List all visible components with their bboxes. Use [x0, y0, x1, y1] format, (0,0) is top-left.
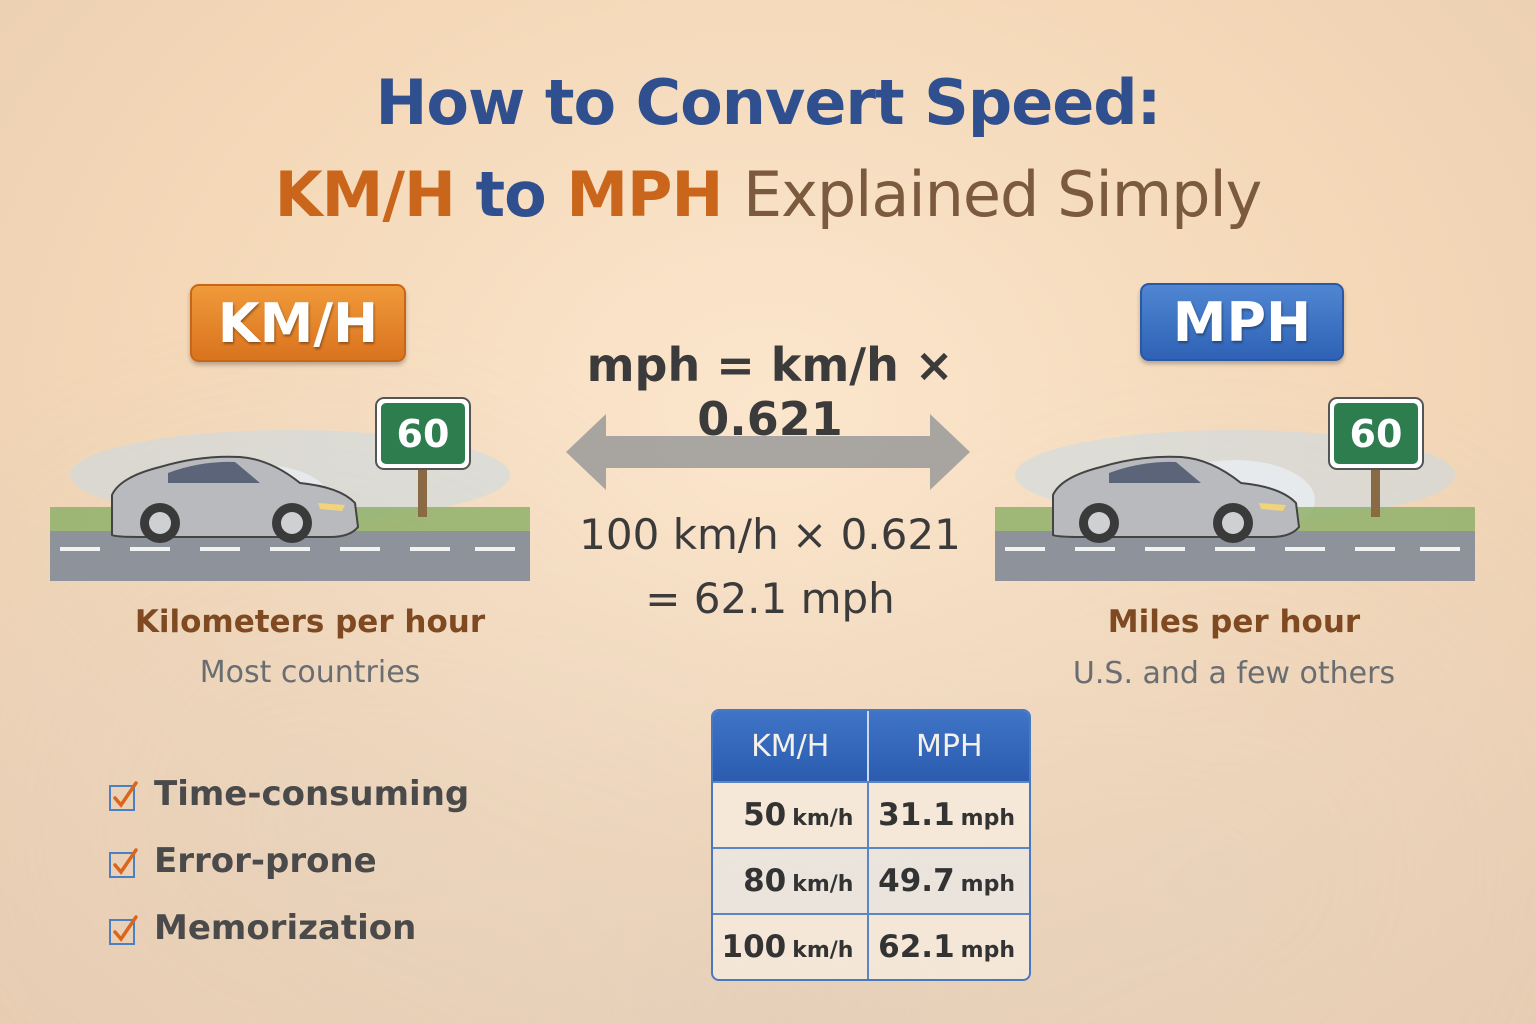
mph-cell: 62.1 mph: [869, 913, 1029, 979]
checkbox-checked-icon: [108, 780, 138, 811]
mph-unit-name: Miles per hour: [1107, 604, 1361, 640]
table-row: 80 km/h 49.7 mph: [713, 847, 1029, 913]
table-row: 100 km/h 62.1 mph: [713, 913, 1029, 979]
checklist-label: Time-consuming: [154, 773, 470, 814]
drawbacks-checklist: Time-consuming Error-prone Memorization: [108, 760, 469, 961]
table-header-mph: MPH: [869, 711, 1029, 781]
title-mph: MPH: [566, 158, 723, 231]
kmh-unit-description: Most countries: [199, 655, 421, 690]
title-line-2: KM/H to MPH Explained Simply: [0, 158, 1536, 231]
car-road-illustration-icon: 60: [50, 397, 530, 581]
table-row: 50 km/h 31.1 mph: [713, 781, 1029, 847]
kmh-unit-name: Kilometers per hour: [134, 604, 486, 640]
conversion-table: KM/H MPH 50 km/h 31.1 mph 80 km/h 49.7 mph 1…: [711, 709, 1031, 981]
svg-text:60: 60: [1350, 412, 1403, 456]
title-explained: Explained Simply: [742, 158, 1262, 231]
mph-badge: MPH: [1140, 283, 1344, 361]
double-arrow-icon: [566, 414, 970, 490]
mph-road-scene: 60: [995, 395, 1475, 595]
mph-unit-description: U.S. and a few others: [1072, 656, 1396, 691]
checkbox-checked-icon: [108, 914, 138, 945]
car-road-illustration-icon: 60: [995, 397, 1475, 581]
checklist-item: Time-consuming: [108, 760, 469, 827]
conversion-formula: mph = km/h × 0.621: [586, 338, 954, 446]
checklist-item: Error-prone: [108, 827, 469, 894]
checklist-label: Error-prone: [154, 840, 377, 881]
example-calculation: 100 km/h × 0.621: [579, 510, 961, 559]
mph-cell: 49.7 mph: [869, 847, 1029, 913]
title-line-1: How to Convert Speed:: [375, 66, 1162, 139]
kmh-cell: 80 km/h: [713, 847, 870, 913]
table-header-kmh: KM/H: [713, 711, 870, 781]
svg-text:60: 60: [397, 412, 450, 456]
title-to: to: [475, 158, 547, 231]
example-result: = 62.1 mph: [645, 574, 895, 623]
kmh-cell: 50 km/h: [713, 781, 870, 847]
checklist-label: Memorization: [154, 907, 417, 948]
kmh-badge: KM/H: [190, 284, 406, 362]
mph-cell: 31.1 mph: [869, 781, 1029, 847]
kmh-road-scene: 60: [50, 395, 530, 595]
title-kmh: KM/H: [274, 158, 456, 231]
checklist-item: Memorization: [108, 894, 469, 961]
checkbox-checked-icon: [108, 847, 138, 878]
kmh-cell: 100 km/h: [713, 913, 870, 979]
